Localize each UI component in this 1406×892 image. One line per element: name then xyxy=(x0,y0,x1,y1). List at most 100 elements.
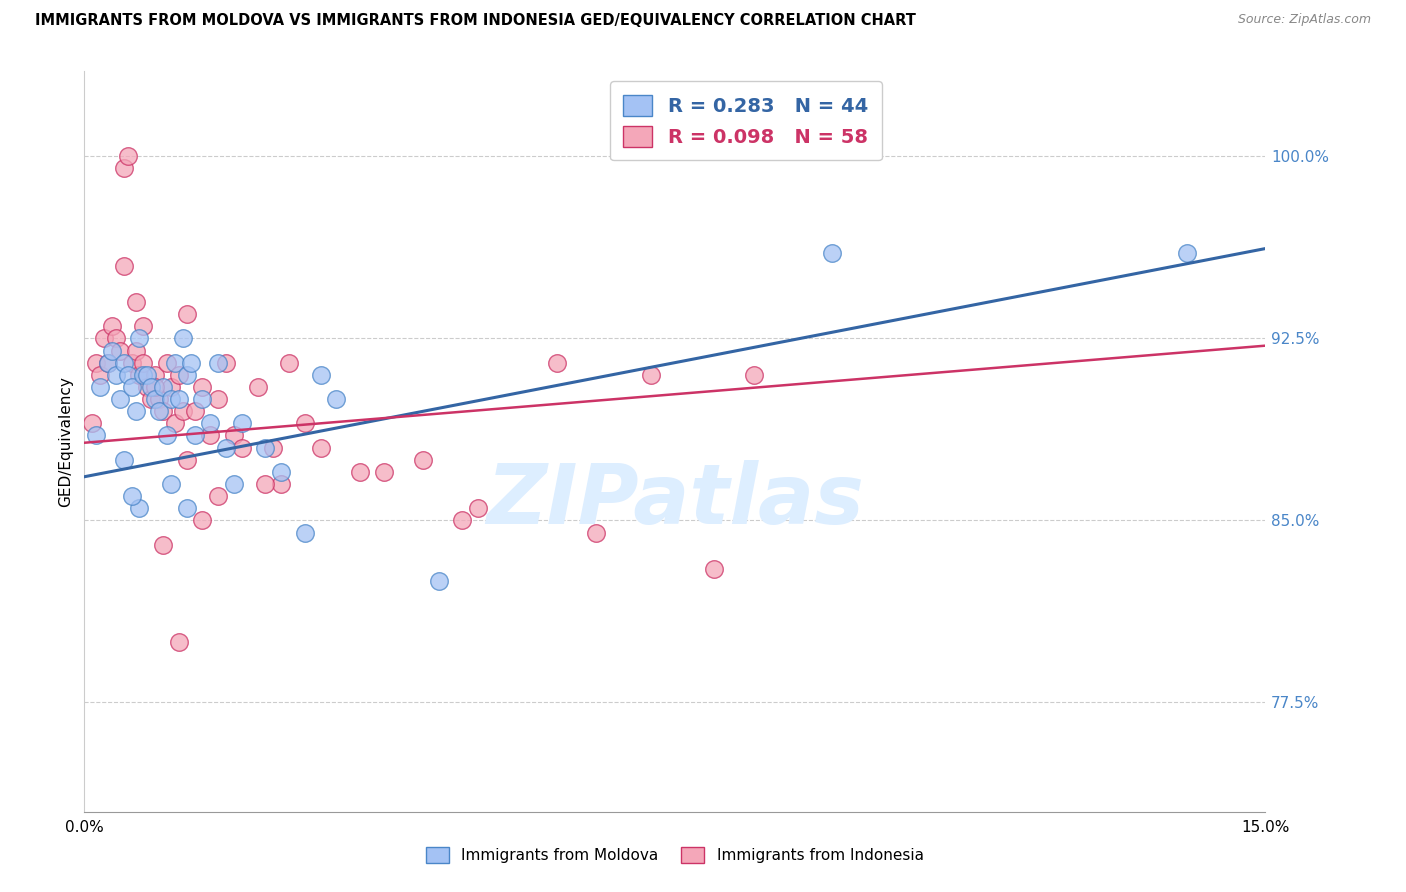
Point xyxy=(124,404,146,418)
Point xyxy=(141,380,163,394)
Point xyxy=(1175,246,1198,260)
Point xyxy=(742,368,765,382)
Point xyxy=(176,501,198,516)
Point xyxy=(112,259,135,273)
Point xyxy=(112,356,135,370)
Point xyxy=(112,161,135,176)
Point xyxy=(222,477,245,491)
Point xyxy=(101,343,124,358)
Point xyxy=(207,392,229,406)
Point xyxy=(821,246,844,260)
Text: Source: ZipAtlas.com: Source: ZipAtlas.com xyxy=(1237,13,1371,27)
Point xyxy=(254,441,277,455)
Point xyxy=(172,404,194,418)
Point xyxy=(136,380,159,394)
Point xyxy=(132,319,155,334)
Point xyxy=(84,428,107,442)
Point xyxy=(152,404,174,418)
Point xyxy=(254,477,277,491)
Point xyxy=(93,331,115,345)
Point xyxy=(104,368,127,382)
Point xyxy=(143,368,166,382)
Point xyxy=(156,428,179,442)
Point xyxy=(270,465,292,479)
Point xyxy=(200,428,222,442)
Point xyxy=(160,380,183,394)
Point xyxy=(200,417,222,431)
Point xyxy=(231,441,253,455)
Point xyxy=(132,356,155,370)
Point xyxy=(215,441,238,455)
Point xyxy=(124,343,146,358)
Point xyxy=(82,417,104,431)
Point xyxy=(412,452,434,467)
Point xyxy=(121,380,143,394)
Point xyxy=(215,356,238,370)
Point xyxy=(451,513,474,527)
Point xyxy=(163,356,186,370)
Point xyxy=(172,331,194,345)
Point xyxy=(101,319,124,334)
Point xyxy=(427,574,450,588)
Point xyxy=(112,452,135,467)
Point xyxy=(262,441,284,455)
Point xyxy=(467,501,489,516)
Point xyxy=(222,428,245,442)
Point xyxy=(160,392,183,406)
Point xyxy=(141,392,163,406)
Point xyxy=(309,368,332,382)
Point xyxy=(117,368,139,382)
Point xyxy=(84,356,107,370)
Point xyxy=(349,465,371,479)
Point xyxy=(163,417,186,431)
Point xyxy=(207,489,229,503)
Point xyxy=(152,380,174,394)
Point xyxy=(143,392,166,406)
Point xyxy=(640,368,662,382)
Point xyxy=(104,331,127,345)
Point xyxy=(176,368,198,382)
Point xyxy=(585,525,607,540)
Point xyxy=(207,356,229,370)
Point xyxy=(132,368,155,382)
Point xyxy=(89,368,111,382)
Point xyxy=(546,356,568,370)
Point xyxy=(183,404,205,418)
Point xyxy=(309,441,332,455)
Point xyxy=(156,356,179,370)
Point xyxy=(270,477,292,491)
Point xyxy=(121,489,143,503)
Point xyxy=(108,343,131,358)
Point xyxy=(117,149,139,163)
Text: ZIPatlas: ZIPatlas xyxy=(486,460,863,541)
Point xyxy=(325,392,347,406)
Point xyxy=(703,562,725,576)
Point xyxy=(167,368,190,382)
Point xyxy=(143,380,166,394)
Point xyxy=(128,331,150,345)
Point xyxy=(278,356,301,370)
Point xyxy=(294,525,316,540)
Y-axis label: GED/Equivalency: GED/Equivalency xyxy=(58,376,73,507)
Point xyxy=(294,417,316,431)
Point xyxy=(167,392,190,406)
Point xyxy=(191,380,214,394)
Point xyxy=(124,295,146,310)
Point xyxy=(176,452,198,467)
Point xyxy=(108,392,131,406)
Point xyxy=(148,404,170,418)
Point xyxy=(148,392,170,406)
Point xyxy=(167,635,190,649)
Point xyxy=(191,513,214,527)
Point xyxy=(373,465,395,479)
Text: IMMIGRANTS FROM MOLDOVA VS IMMIGRANTS FROM INDONESIA GED/EQUIVALENCY CORRELATION: IMMIGRANTS FROM MOLDOVA VS IMMIGRANTS FR… xyxy=(35,13,917,29)
Point xyxy=(128,368,150,382)
Point xyxy=(97,356,120,370)
Point xyxy=(97,356,120,370)
Point xyxy=(121,356,143,370)
Point xyxy=(160,477,183,491)
Point xyxy=(136,368,159,382)
Point xyxy=(231,417,253,431)
Point xyxy=(246,380,269,394)
Point xyxy=(191,392,214,406)
